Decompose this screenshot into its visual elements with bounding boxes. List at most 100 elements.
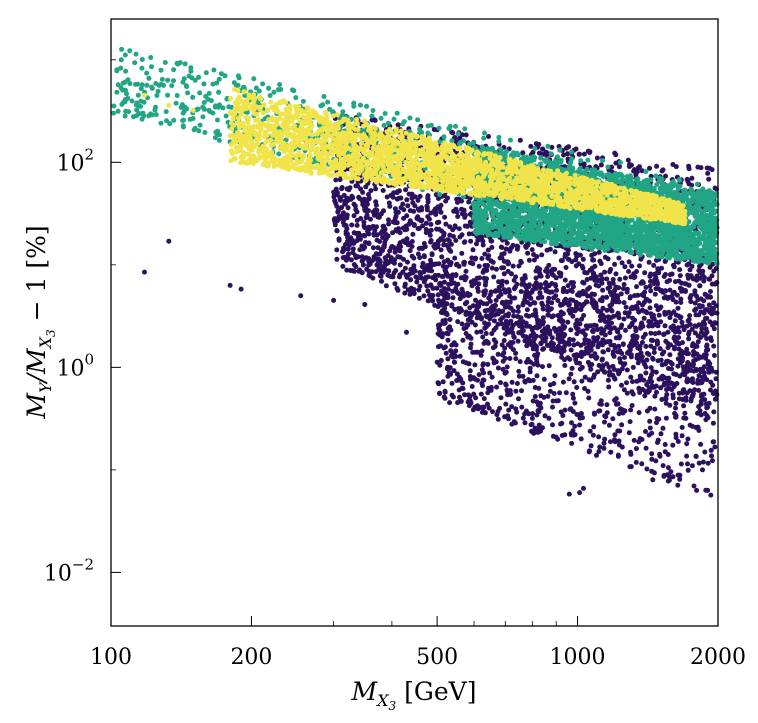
data-point	[610, 298, 616, 304]
data-point	[705, 404, 710, 410]
data-point	[364, 201, 370, 207]
data-point	[479, 367, 485, 373]
data-point	[126, 109, 132, 115]
data-point	[610, 416, 616, 422]
data-point	[197, 122, 203, 128]
data-point	[163, 109, 169, 115]
data-point	[555, 436, 561, 442]
data-point	[607, 303, 613, 309]
data-point	[443, 221, 449, 227]
data-point	[515, 304, 521, 310]
data-point	[181, 76, 187, 82]
data-point	[344, 212, 350, 218]
data-point	[595, 278, 601, 284]
data-point	[417, 255, 423, 261]
data-point	[633, 446, 639, 452]
data-point	[545, 143, 551, 149]
data-point	[210, 81, 216, 87]
data-point	[705, 170, 711, 176]
data-point	[675, 340, 680, 346]
data-point	[142, 269, 147, 275]
data-point	[684, 390, 690, 396]
data-point	[215, 128, 220, 134]
data-point	[653, 458, 659, 464]
data-point	[405, 259, 410, 265]
data-point	[510, 263, 516, 269]
data-point	[588, 323, 594, 329]
data-point	[354, 222, 360, 228]
data-point	[387, 248, 393, 254]
data-point	[441, 134, 447, 140]
data-point	[127, 48, 133, 54]
data-point	[648, 365, 654, 371]
data-point	[518, 258, 524, 264]
data-point	[533, 313, 539, 319]
data-point	[604, 276, 610, 282]
data-point	[598, 401, 604, 407]
data-point	[667, 272, 673, 278]
data-point	[115, 82, 121, 88]
data-point	[612, 261, 618, 267]
data-point	[404, 197, 410, 203]
data-point	[648, 330, 654, 336]
data-point	[146, 75, 152, 81]
data-point	[463, 360, 469, 366]
data-point	[371, 254, 377, 260]
data-point	[637, 263, 642, 269]
data-point	[416, 295, 422, 301]
data-point	[451, 368, 457, 374]
data-point	[260, 81, 266, 87]
data-point	[533, 275, 539, 281]
data-point	[549, 335, 555, 341]
data-point	[473, 297, 478, 303]
data-point	[662, 380, 668, 386]
data-point	[606, 384, 612, 390]
data-point	[574, 353, 580, 359]
data-point	[419, 207, 425, 213]
data-point	[615, 295, 620, 301]
data-point	[185, 90, 191, 96]
data-point	[437, 192, 443, 197]
data-point	[661, 349, 667, 355]
data-point	[118, 57, 124, 63]
data-point	[440, 263, 446, 269]
data-point	[476, 303, 482, 309]
data-point	[482, 130, 487, 136]
data-point	[700, 467, 705, 473]
data-point	[391, 270, 397, 276]
data-point	[411, 255, 417, 261]
data-point	[644, 357, 650, 363]
data-point	[514, 381, 520, 386]
data-point	[484, 301, 490, 307]
data-point	[460, 337, 466, 343]
data-point	[615, 329, 621, 335]
data-point	[459, 132, 465, 138]
data-point	[685, 436, 691, 442]
data-point	[711, 353, 717, 358]
data-point	[654, 389, 659, 395]
data-point	[475, 313, 481, 319]
data-point	[591, 270, 597, 276]
data-point	[534, 265, 540, 271]
data-point	[508, 318, 514, 324]
data-point	[474, 275, 480, 281]
data-point	[481, 135, 487, 141]
data-point	[555, 298, 561, 303]
data-point	[428, 221, 434, 227]
data-point	[662, 442, 668, 447]
data-point	[395, 254, 401, 260]
data-point	[456, 291, 462, 297]
data-point	[624, 390, 630, 396]
data-point	[598, 272, 604, 278]
data-point	[452, 255, 458, 261]
data-point	[334, 247, 340, 253]
data-point	[549, 144, 555, 150]
data-point	[559, 350, 564, 356]
data-point	[541, 394, 547, 400]
data-point	[546, 363, 552, 369]
data-point	[335, 190, 340, 196]
data-point	[596, 434, 602, 440]
data-point	[623, 327, 628, 333]
data-point	[616, 411, 622, 417]
data-point	[428, 257, 433, 263]
